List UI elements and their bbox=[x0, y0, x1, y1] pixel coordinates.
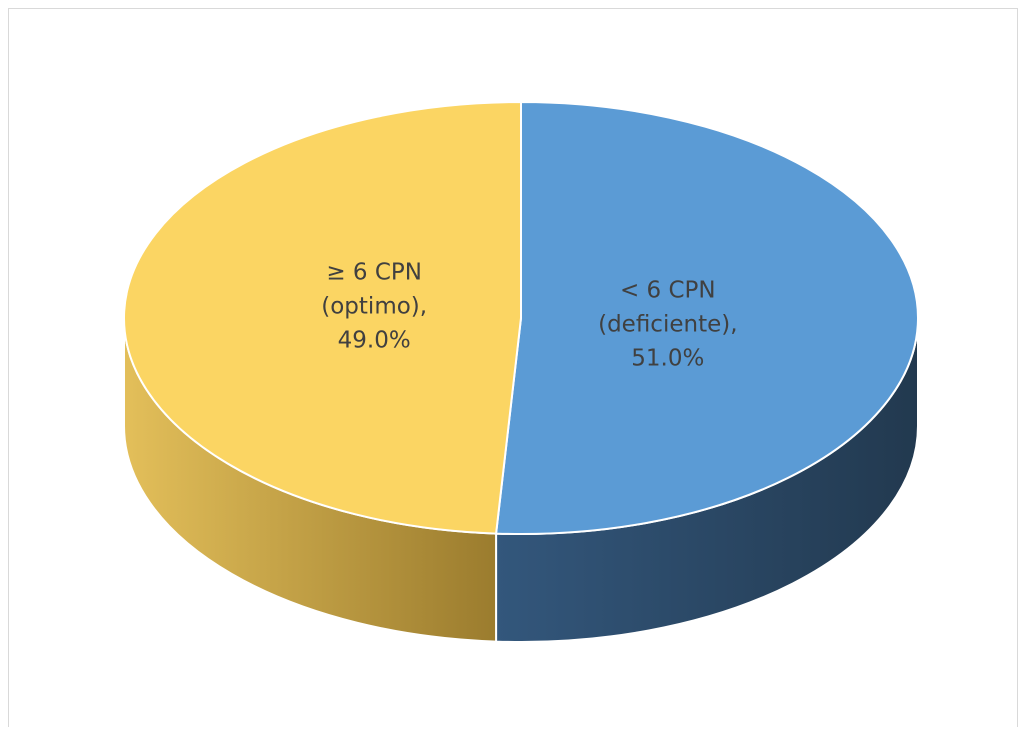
pie-slice bbox=[495, 101, 919, 535]
slice-label-line: 49.0% bbox=[338, 327, 411, 353]
pie-slice bbox=[123, 101, 522, 535]
slice-label: ≥ 6 CPN (optimo), 49.0% bbox=[321, 259, 427, 353]
slice-label: < 6 CPN (deficiente), 51.0% bbox=[598, 278, 737, 372]
slice-label-line: (optimo), bbox=[321, 293, 427, 319]
data-labels: < 6 CPN (deficiente), 51.0% ≥ 6 CPN (optimo)… bbox=[321, 259, 737, 371]
slice-label-line: (deficiente), bbox=[598, 312, 737, 338]
slice-label-line: < 6 CPN bbox=[620, 278, 716, 304]
slice-label-line: ≥ 6 CPN bbox=[326, 259, 422, 285]
slice-label-line: 51.0% bbox=[631, 346, 704, 372]
pie-top bbox=[123, 101, 919, 535]
